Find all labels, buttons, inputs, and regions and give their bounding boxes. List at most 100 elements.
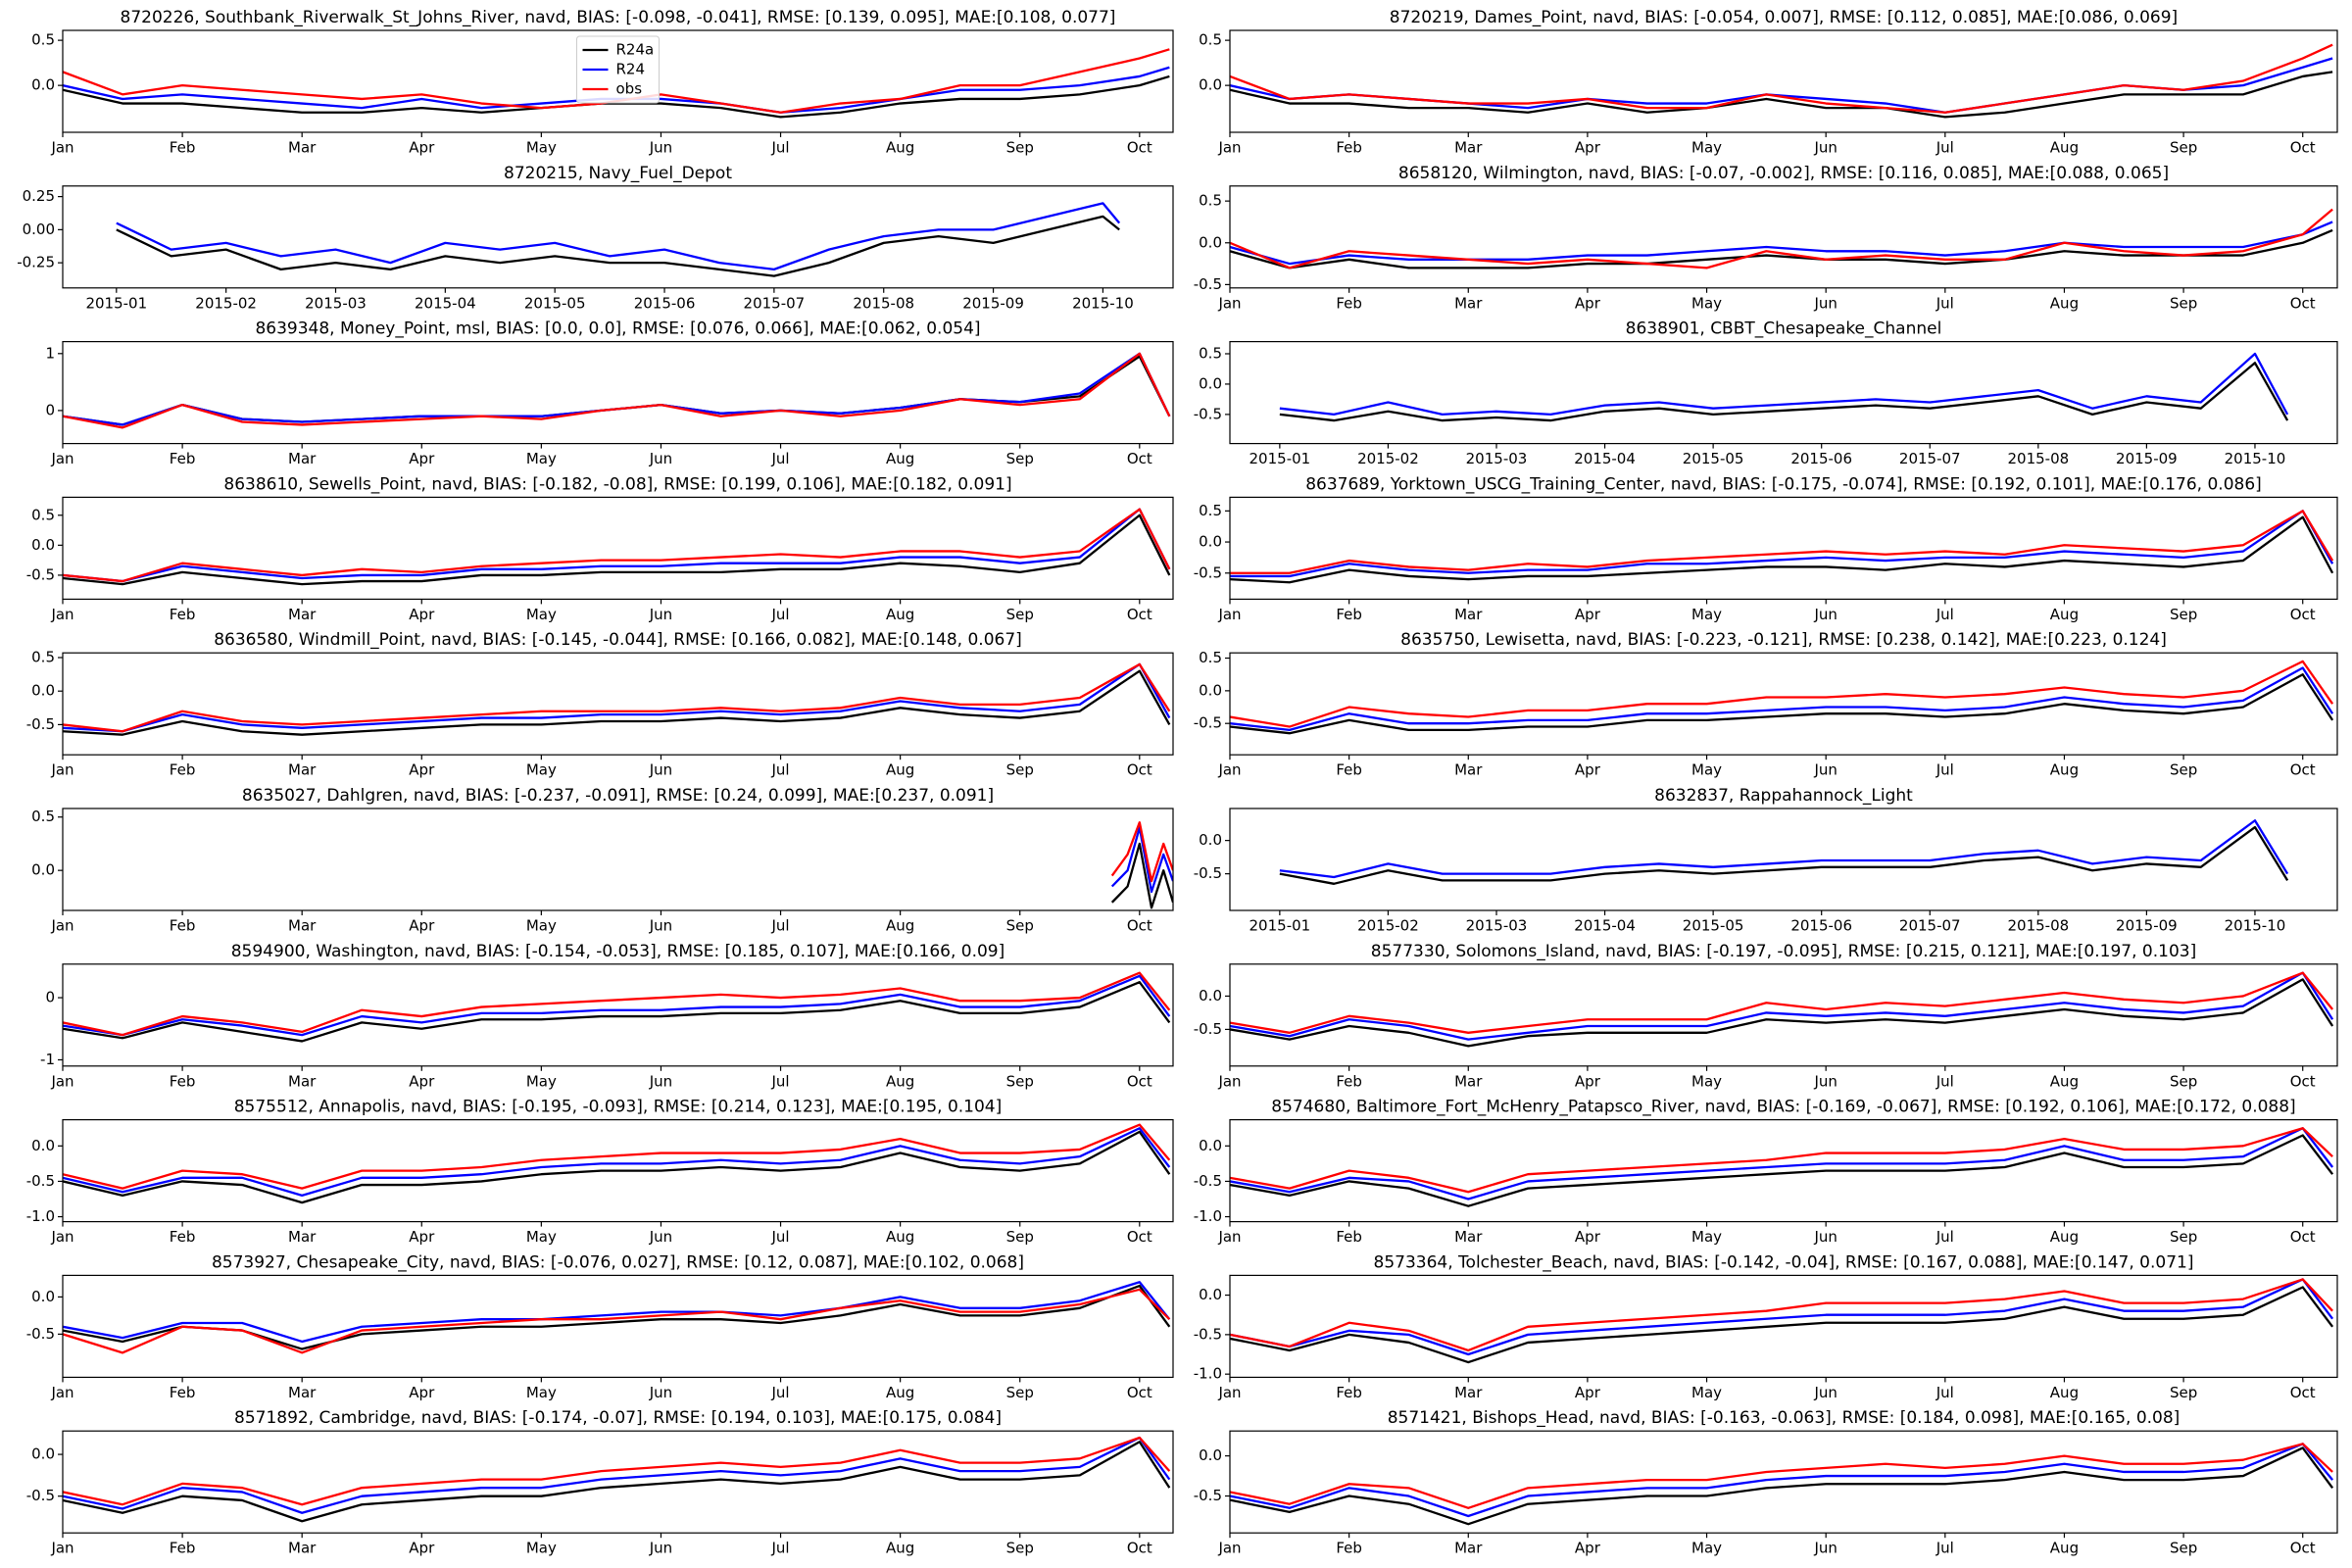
x-tick-label: Mar (1454, 761, 1483, 779)
x-tick-label: Feb (1336, 606, 1362, 623)
x-tick-label: Sep (1006, 1228, 1034, 1246)
series-line (63, 1130, 1171, 1204)
y-tick-label: 0.5 (1199, 649, 1222, 666)
subplot: 8635750, Lewisetta, navd, BIAS: [-0.223,… (1194, 630, 2338, 779)
x-tick-label: Jan (1217, 761, 1241, 779)
series-line (63, 1127, 1171, 1198)
x-tick-label: Apr (1575, 761, 1601, 779)
x-tick-label: Jul (770, 139, 789, 157)
x-tick-label: 2015-09 (962, 294, 1024, 312)
x-tick-label: Mar (1454, 1540, 1483, 1557)
series-line (1230, 971, 2334, 1034)
x-tick-label: Jul (1936, 294, 1954, 312)
x-tick-label: Mar (288, 1072, 317, 1090)
y-tick-label: 0.5 (31, 808, 55, 825)
x-tick-label: Aug (886, 1228, 914, 1246)
series-line (1230, 510, 2334, 578)
y-tick-label: -0.5 (1194, 275, 1222, 293)
x-tick-label: 2015-10 (2225, 917, 2286, 935)
series-line (1230, 1443, 2334, 1518)
y-tick-label: 0.0 (31, 1137, 55, 1154)
subplot: 8577330, Solomons_Island, navd, BIAS: [-… (1194, 942, 2338, 1090)
y-tick-label: 0.5 (1199, 344, 1222, 362)
x-tick-label: May (1691, 761, 1722, 779)
x-tick-label: Oct (2290, 1540, 2316, 1557)
x-tick-label: Aug (2050, 139, 2079, 157)
x-tick-label: Jun (649, 450, 672, 467)
x-tick-label: Feb (1336, 1540, 1362, 1557)
subplot-title: 8637689, Yorktown_USCG_Training_Center, … (1305, 474, 2262, 494)
x-tick-label: Jul (1936, 1540, 1954, 1557)
x-tick-label: 2015-04 (415, 294, 476, 312)
y-tick-label: 1 (45, 344, 55, 362)
series-line (63, 971, 1171, 1037)
series-line (1110, 821, 1173, 883)
x-tick-label: 2015-03 (305, 294, 367, 312)
x-tick-label: Mar (288, 1540, 317, 1557)
y-tick-label: -1 (40, 1051, 55, 1068)
x-tick-label: Jan (1217, 294, 1241, 312)
x-tick-label: May (526, 1540, 557, 1557)
series-line (63, 1436, 1171, 1506)
series-line (1230, 1443, 2333, 1509)
series-line (63, 508, 1171, 583)
x-tick-label: Oct (2290, 1384, 2316, 1401)
series-line (1230, 971, 2334, 1041)
x-tick-label: Mar (1454, 1072, 1483, 1090)
y-tick-label: 0.0 (1199, 831, 1222, 849)
axes-frame (1229, 341, 2338, 445)
y-tick-label: -0.5 (26, 565, 55, 583)
y-tick-label: 0.0 (31, 1288, 55, 1305)
x-tick-label: Jun (649, 1540, 672, 1557)
series-line (1279, 352, 2289, 416)
axes-frame (1229, 1274, 2338, 1379)
x-tick-label: Mar (288, 1228, 317, 1246)
x-tick-label: Apr (409, 139, 435, 157)
x-tick-label: Oct (1127, 139, 1152, 157)
x-tick-label: Apr (1575, 1072, 1601, 1090)
x-tick-label: May (526, 1228, 557, 1246)
x-tick-label: 2015-01 (1250, 450, 1311, 467)
x-tick-label: Apr (409, 1384, 435, 1401)
y-tick-label: 0.0 (1199, 681, 1222, 699)
series-line (1230, 220, 2333, 266)
y-tick-label: -0.5 (1194, 1172, 1222, 1190)
subplot: 8575512, Annapolis, navd, BIAS: [-0.195,… (26, 1098, 1174, 1246)
x-tick-label: Feb (1336, 1228, 1362, 1246)
plot-area (63, 352, 1171, 429)
y-tick-label: 0.0 (31, 536, 55, 554)
x-tick-label: Sep (2170, 1072, 2197, 1090)
x-tick-label: Oct (1127, 917, 1152, 935)
x-tick-label: Mar (1454, 1384, 1483, 1401)
series-line (63, 514, 1171, 586)
x-tick-label: Oct (1127, 1072, 1152, 1090)
x-tick-label: Feb (170, 1072, 196, 1090)
axes-frame (62, 29, 1174, 133)
series-line (1279, 362, 2289, 422)
series-line (116, 215, 1120, 277)
subplot: 8574680, Baltimore_Fort_McHenry_Patapsco… (1194, 1098, 2338, 1246)
x-tick-label: Jun (649, 139, 672, 157)
x-tick-label: Oct (2290, 139, 2316, 157)
axes-frame (62, 496, 1174, 600)
x-tick-label: May (526, 606, 557, 623)
subplot-title: 8639348, Money_Point, msl, BIAS: [0.0, 0… (255, 319, 980, 339)
x-tick-label: Oct (2290, 606, 2316, 623)
axes-frame (1229, 1118, 2338, 1223)
y-tick-label: -0.5 (26, 1325, 55, 1343)
x-tick-label: 2015-04 (1574, 450, 1636, 467)
x-tick-label: Jan (50, 761, 74, 779)
x-tick-label: Oct (1127, 761, 1152, 779)
x-tick-label: May (526, 1072, 557, 1090)
series-line (1230, 1127, 2334, 1200)
x-tick-label: Feb (170, 761, 196, 779)
series-line (63, 352, 1171, 426)
subplot: 8594900, Washington, navd, BIAS: [-0.154… (40, 942, 1174, 1090)
x-tick-label: Jan (1217, 1540, 1241, 1557)
series-line (1230, 673, 2334, 735)
plot-area (63, 1436, 1171, 1523)
x-tick-label: May (526, 450, 557, 467)
y-tick-label: 0.0 (1199, 1446, 1222, 1464)
subplot-title: 8720219, Dames_Point, navd, BIAS: [-0.05… (1390, 8, 2178, 27)
